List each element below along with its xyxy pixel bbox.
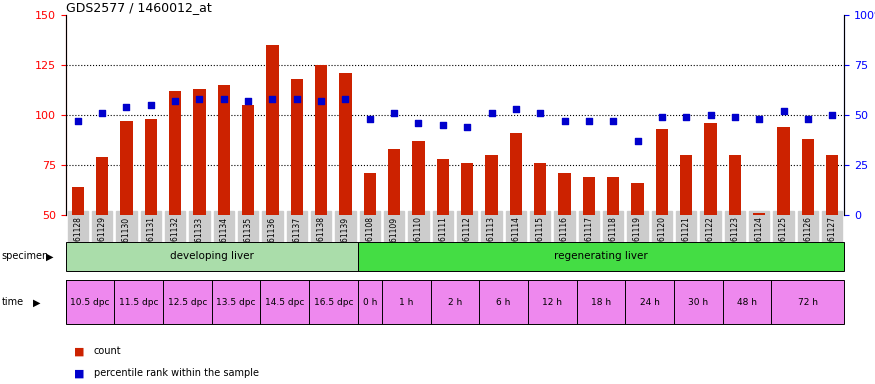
Point bbox=[290, 96, 304, 102]
Bar bbox=[242, 105, 255, 215]
Point bbox=[387, 110, 401, 116]
Point bbox=[557, 118, 571, 124]
Text: 12.5 dpc: 12.5 dpc bbox=[168, 298, 207, 307]
Point bbox=[314, 98, 328, 104]
Bar bbox=[632, 183, 644, 215]
Point bbox=[485, 110, 499, 116]
Bar bbox=[826, 155, 838, 215]
Bar bbox=[340, 73, 352, 215]
Point bbox=[533, 110, 547, 116]
Point bbox=[363, 116, 377, 122]
Text: time: time bbox=[2, 297, 24, 308]
Text: 13.5 dpc: 13.5 dpc bbox=[216, 298, 256, 307]
Bar bbox=[388, 149, 400, 215]
Text: 14.5 dpc: 14.5 dpc bbox=[265, 298, 304, 307]
Point bbox=[144, 102, 158, 108]
Bar bbox=[72, 187, 84, 215]
Point bbox=[704, 112, 717, 118]
Bar bbox=[461, 163, 473, 215]
Bar bbox=[534, 163, 546, 215]
Point bbox=[411, 120, 425, 126]
Text: ■: ■ bbox=[74, 368, 85, 378]
Text: ▶: ▶ bbox=[46, 251, 53, 262]
Point bbox=[801, 116, 815, 122]
Bar bbox=[802, 139, 814, 215]
Bar bbox=[121, 121, 132, 215]
Text: percentile rank within the sample: percentile rank within the sample bbox=[94, 368, 259, 378]
Bar bbox=[680, 155, 692, 215]
Point bbox=[776, 108, 790, 114]
Point bbox=[265, 96, 279, 102]
Point bbox=[120, 104, 134, 110]
Text: 11.5 dpc: 11.5 dpc bbox=[119, 298, 158, 307]
Point bbox=[679, 114, 693, 120]
Point bbox=[582, 118, 596, 124]
Point bbox=[436, 122, 450, 128]
Point bbox=[217, 96, 231, 102]
Text: 10.5 dpc: 10.5 dpc bbox=[70, 298, 109, 307]
Point bbox=[339, 96, 353, 102]
Bar bbox=[266, 45, 278, 215]
Bar bbox=[144, 119, 157, 215]
Point bbox=[71, 118, 85, 124]
Point bbox=[192, 96, 206, 102]
Text: 24 h: 24 h bbox=[640, 298, 660, 307]
Text: 6 h: 6 h bbox=[496, 298, 511, 307]
Point bbox=[460, 124, 474, 130]
Bar bbox=[704, 123, 717, 215]
Bar bbox=[193, 89, 206, 215]
Text: 18 h: 18 h bbox=[591, 298, 611, 307]
Text: ■: ■ bbox=[74, 346, 85, 356]
Text: developing liver: developing liver bbox=[170, 251, 254, 262]
Bar bbox=[315, 65, 327, 215]
Text: 30 h: 30 h bbox=[689, 298, 709, 307]
Bar bbox=[66, 242, 358, 271]
Bar bbox=[218, 85, 230, 215]
Text: 48 h: 48 h bbox=[737, 298, 757, 307]
Text: 16.5 dpc: 16.5 dpc bbox=[313, 298, 354, 307]
Bar bbox=[607, 177, 620, 215]
Text: 72 h: 72 h bbox=[798, 298, 818, 307]
Bar bbox=[96, 157, 108, 215]
Bar bbox=[753, 213, 766, 215]
Text: count: count bbox=[94, 346, 122, 356]
Bar bbox=[583, 177, 595, 215]
Bar bbox=[364, 173, 376, 215]
Bar bbox=[412, 141, 424, 215]
Text: specimen: specimen bbox=[2, 251, 49, 262]
Point bbox=[95, 110, 109, 116]
Bar bbox=[729, 155, 741, 215]
Point bbox=[606, 118, 620, 124]
Bar bbox=[486, 155, 498, 215]
Bar bbox=[169, 91, 181, 215]
Point bbox=[825, 112, 839, 118]
Text: regenerating liver: regenerating liver bbox=[554, 251, 648, 262]
Point bbox=[654, 114, 668, 120]
Bar bbox=[437, 159, 449, 215]
Bar bbox=[510, 133, 522, 215]
Point bbox=[168, 98, 182, 104]
Point bbox=[509, 106, 523, 112]
Point bbox=[242, 98, 256, 104]
Point bbox=[631, 138, 645, 144]
Text: 0 h: 0 h bbox=[362, 298, 377, 307]
Text: ▶: ▶ bbox=[33, 297, 41, 308]
Bar bbox=[655, 129, 668, 215]
Bar bbox=[778, 127, 789, 215]
Text: GDS2577 / 1460012_at: GDS2577 / 1460012_at bbox=[66, 1, 212, 14]
Text: 12 h: 12 h bbox=[542, 298, 563, 307]
Bar bbox=[358, 242, 844, 271]
Text: 1 h: 1 h bbox=[399, 298, 414, 307]
Point bbox=[752, 116, 766, 122]
Text: 2 h: 2 h bbox=[448, 298, 462, 307]
Bar bbox=[290, 79, 303, 215]
Point bbox=[728, 114, 742, 120]
Bar bbox=[558, 173, 570, 215]
